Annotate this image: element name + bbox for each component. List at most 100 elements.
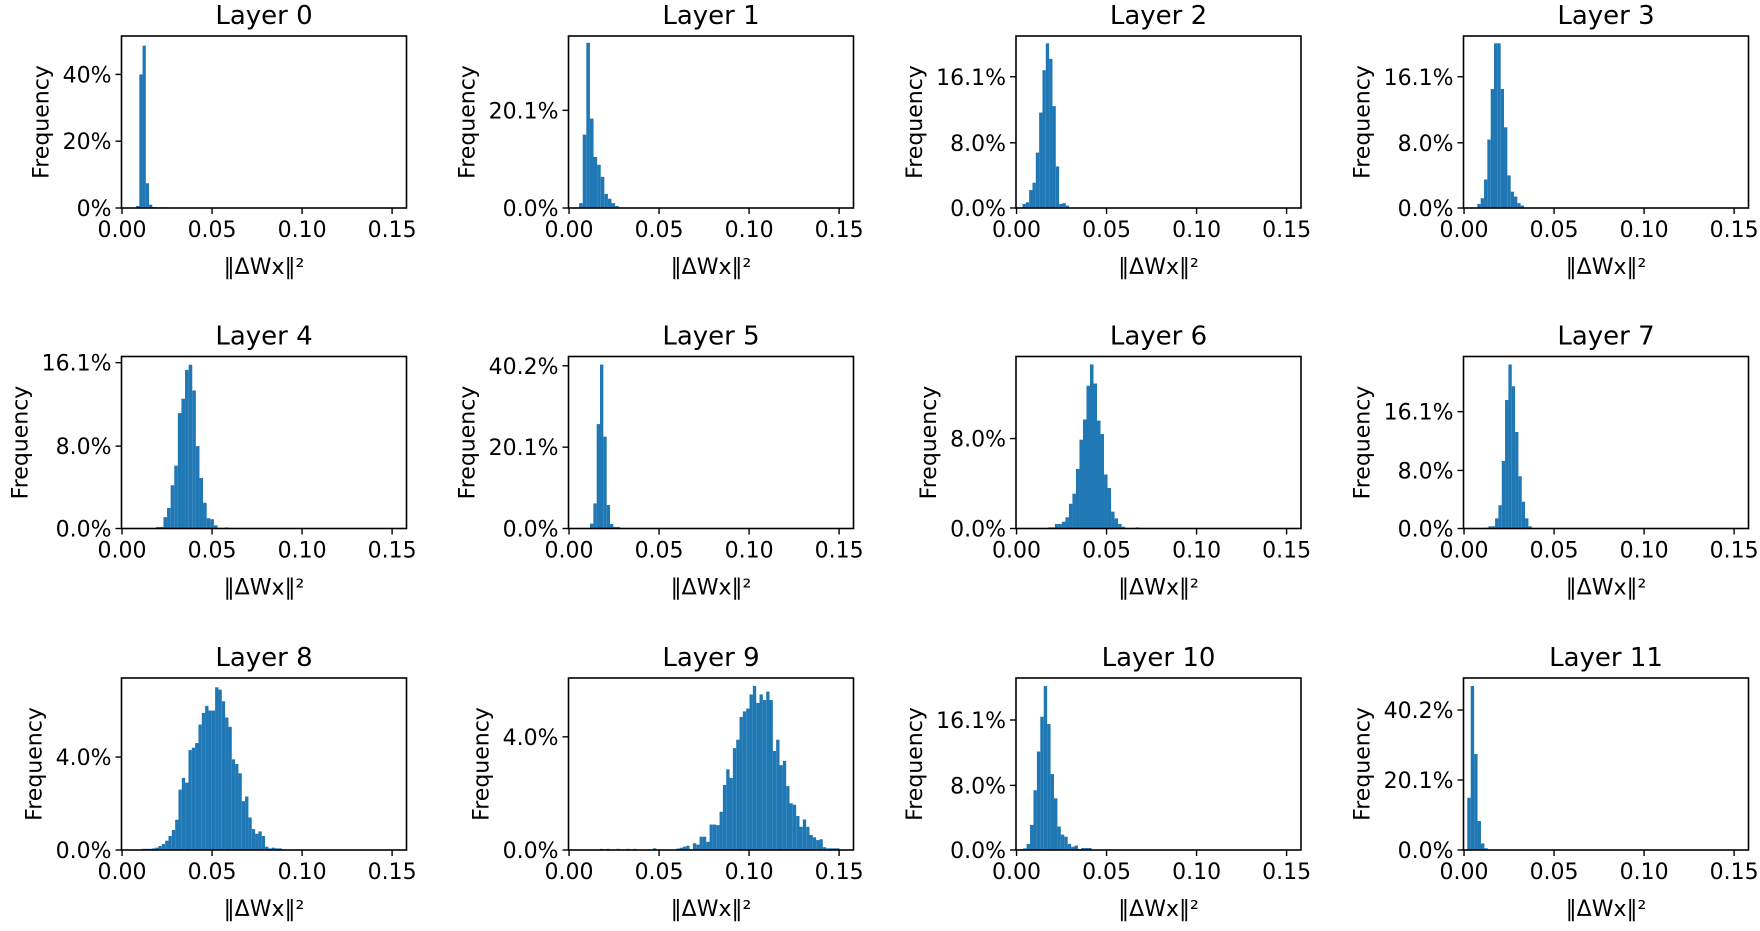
histogram-bar bbox=[1060, 834, 1065, 850]
x-tick-label: 0.10 bbox=[725, 539, 774, 564]
histogram-bar bbox=[749, 694, 753, 850]
histogram-bar bbox=[812, 837, 817, 850]
histogram-bar bbox=[145, 183, 150, 208]
histogram-panel-layer-0: 0.00 0.05 0.10 0.15 0% 20% 40% Layer 0 ‖ΔWx‖² Fre… bbox=[30, 1, 417, 280]
histogram-bar bbox=[802, 819, 807, 850]
y-tick-label: 0.0% bbox=[503, 839, 559, 864]
x-tick-label: 0.00 bbox=[1440, 539, 1489, 564]
histogram-bar bbox=[816, 840, 820, 850]
axes-frame bbox=[1462, 355, 1750, 530]
histogram-panel-layer-3: 0.00 0.05 0.10 0.15 0.0% 8.0% 16.1% Layer 3 ‖ΔWx… bbox=[1351, 1, 1759, 280]
histogram-bar bbox=[181, 398, 186, 529]
histogram-bar bbox=[729, 777, 733, 850]
x-tick-label: 0.15 bbox=[368, 539, 417, 564]
y-tick-label: 0.0% bbox=[950, 518, 1006, 543]
y-tick-label: 16.1% bbox=[1384, 66, 1454, 91]
histogram-bar bbox=[201, 712, 206, 850]
x-tick-label: 0.15 bbox=[368, 218, 417, 243]
histogram-bar bbox=[1508, 364, 1512, 529]
histogram-bar bbox=[582, 134, 587, 208]
x-tick-label: 0.10 bbox=[278, 539, 327, 564]
x-tick-label: 0.05 bbox=[1530, 218, 1579, 243]
histogram-bar bbox=[1047, 724, 1051, 850]
histogram-bar bbox=[1114, 518, 1119, 529]
histogram-bar bbox=[1039, 112, 1043, 208]
histogram-bar bbox=[158, 846, 162, 850]
x-tick-label: 0.05 bbox=[1082, 860, 1131, 885]
histogram-bar bbox=[1477, 203, 1481, 208]
histogram-bar bbox=[185, 782, 189, 850]
histogram-bar bbox=[1042, 70, 1046, 208]
histogram-bar bbox=[261, 836, 266, 850]
y-axis-label: Frequency bbox=[456, 386, 481, 500]
x-tick-label: 0.00 bbox=[98, 539, 147, 564]
x-axis-label: ‖ΔWx‖² bbox=[224, 576, 305, 601]
y-tick-label: 0.0% bbox=[1398, 839, 1454, 864]
histogram-bar bbox=[709, 824, 713, 850]
histogram-bar bbox=[789, 803, 793, 850]
histogram-bar bbox=[1498, 505, 1502, 529]
histogram-bar bbox=[215, 687, 219, 850]
histogram-bar bbox=[604, 193, 608, 208]
x-axis-label: ‖ΔWx‖² bbox=[671, 255, 752, 280]
x-tick-label: 0.00 bbox=[545, 860, 594, 885]
histogram-bar bbox=[792, 804, 797, 850]
x-tick-label: 0.15 bbox=[815, 539, 864, 564]
histogram-bar bbox=[762, 700, 767, 850]
histogram-bar bbox=[211, 710, 216, 850]
y-tick-label: 16.1% bbox=[1384, 401, 1454, 426]
histogram-bar bbox=[268, 848, 272, 850]
histogram-bar bbox=[1517, 203, 1521, 208]
histogram-bar bbox=[178, 789, 182, 850]
x-tick-label: 0.10 bbox=[1172, 539, 1221, 564]
axes-frame bbox=[567, 677, 855, 851]
histogram-bar bbox=[168, 836, 172, 850]
histogram-bar bbox=[1495, 518, 1499, 529]
histogram-bar bbox=[819, 839, 823, 850]
histogram-bar bbox=[1061, 521, 1066, 529]
histogram-bar bbox=[1507, 175, 1511, 208]
histogram-bar bbox=[163, 517, 168, 529]
histogram-bar bbox=[1025, 202, 1030, 208]
histogram-bar bbox=[245, 796, 249, 850]
y-tick-label: 0.0% bbox=[56, 518, 112, 543]
histogram-bar bbox=[1511, 386, 1516, 529]
histogram-bar bbox=[1490, 88, 1495, 208]
histogram-bar bbox=[177, 413, 182, 529]
x-axis-label: ‖ΔWx‖² bbox=[671, 576, 752, 601]
histogram-bar bbox=[171, 830, 176, 850]
histogram-bar bbox=[1050, 774, 1054, 850]
histogram-bar bbox=[1036, 751, 1041, 850]
panel-title: Layer 9 bbox=[662, 643, 759, 673]
histogram-bar bbox=[1045, 43, 1050, 209]
histogram-bar bbox=[706, 841, 710, 850]
histogram-bar bbox=[742, 711, 747, 850]
histogram-bar bbox=[593, 503, 597, 529]
histogram-panel-layer-8: 0.00 0.05 0.10 0.15 0.0% 4.0% Layer 8 ‖ΔWx‖² Fre… bbox=[23, 643, 417, 922]
histogram-bar bbox=[679, 847, 683, 850]
y-tick-label: 4.0% bbox=[503, 726, 559, 751]
histogram-bar bbox=[218, 689, 222, 850]
panel-title: Layer 8 bbox=[215, 643, 312, 673]
histogram-bar bbox=[593, 156, 598, 208]
histogram-bar bbox=[603, 436, 607, 529]
histogram-panel-layer-10: 0.00 0.05 0.10 0.15 0.0% 8.0% 16.1% Layer 10 ‖ΔW… bbox=[903, 643, 1311, 922]
histogram-bar bbox=[1491, 526, 1496, 529]
y-tick-label: 20.1% bbox=[1384, 769, 1454, 794]
x-axis-label: ‖ΔWx‖² bbox=[224, 897, 305, 922]
x-tick-label: 0.10 bbox=[1172, 860, 1221, 885]
histogram-bar bbox=[1487, 139, 1491, 208]
histogram-bar bbox=[203, 502, 207, 529]
axes-frame bbox=[120, 35, 408, 209]
panel-title: Layer 5 bbox=[662, 322, 759, 352]
histogram-bar bbox=[195, 446, 200, 529]
histogram-bar bbox=[1514, 196, 1518, 208]
histogram-bar bbox=[195, 743, 199, 850]
histogram-bar bbox=[1086, 385, 1090, 529]
y-tick-label: 20.1% bbox=[489, 99, 559, 124]
histogram-bar bbox=[1074, 845, 1078, 850]
histogram-bar bbox=[221, 701, 226, 850]
histogram-bar bbox=[161, 843, 166, 850]
histogram-panel-layer-4: 0.00 0.05 0.10 0.15 0.0% 8.0% 16.1% Layer 4 ‖ΔWx… bbox=[9, 322, 417, 601]
histogram-bar bbox=[255, 833, 259, 850]
